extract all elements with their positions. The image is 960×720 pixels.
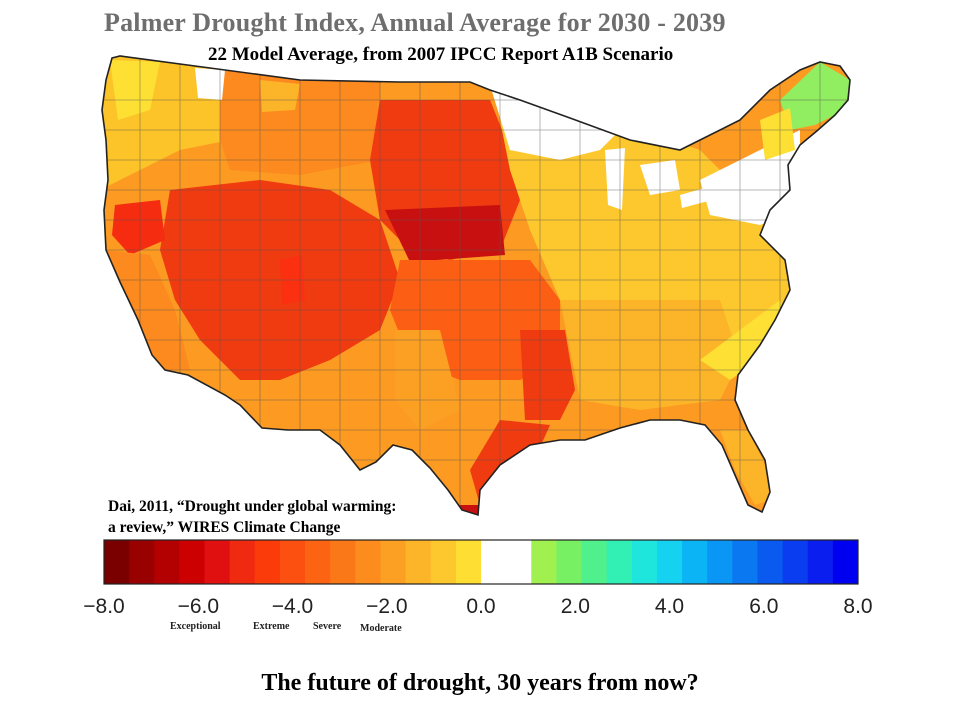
region-montana-west xyxy=(260,80,300,112)
colorbar-cells xyxy=(104,540,859,584)
colorbar-cell xyxy=(556,540,582,584)
colorbar-cell xyxy=(405,540,432,584)
citation: Dai, 2011, “Drought under global warming… xyxy=(108,496,396,538)
category-exceptional: Exceptional xyxy=(170,621,221,632)
region-maine xyxy=(780,62,850,130)
colorbar-cell xyxy=(606,540,633,584)
lake-erie xyxy=(680,185,715,208)
colorbar-cell xyxy=(757,540,783,584)
us-drought-map xyxy=(101,55,851,517)
colorbar-tick-label: 2.0 xyxy=(561,595,590,618)
category-moderate: Moderate xyxy=(360,623,402,634)
colorbar-tick-label: 0.0 xyxy=(466,595,495,618)
colorbar-cell xyxy=(707,540,733,584)
colorbar-cell xyxy=(279,540,306,584)
colorbar-cell xyxy=(254,540,281,584)
colorbar-cell xyxy=(305,540,331,584)
slide-caption: The future of drought, 30 years from now… xyxy=(261,670,699,696)
colorbar-tick-label: −8.0 xyxy=(83,595,124,618)
map-title: Palmer Drought Index, Annual Average for… xyxy=(104,8,726,37)
colorbar-tick-label: 4.0 xyxy=(655,595,684,618)
colorbar-cell xyxy=(732,540,758,584)
colorbar-cell xyxy=(204,540,231,584)
colorbar-tick-label: 6.0 xyxy=(749,595,778,618)
region-idaho-north xyxy=(195,68,225,100)
colorbar-cell xyxy=(380,540,406,584)
colorbar-tick-labels: −8.0 −6.0 −4.0 −2.0 0.0 2.0 4.0 6.0 8.0 xyxy=(83,595,872,618)
colorbar-cell xyxy=(782,540,809,584)
colorbar-cell xyxy=(832,540,859,584)
region-southeast-interior xyxy=(560,300,740,410)
colorbar-tick-label: −6.0 xyxy=(178,595,219,618)
colorbar-cell xyxy=(656,540,683,584)
colorbar-cell xyxy=(229,540,256,584)
citation-line-1: Dai, 2011, “Drought under global warming… xyxy=(108,498,397,515)
colorbar-tick-label: −4.0 xyxy=(272,595,313,618)
citation-line-2: a review,” WIRES Climate Change xyxy=(108,519,341,536)
category-extreme: Extreme xyxy=(253,621,290,632)
colorbar-legend: −8.0 −6.0 −4.0 −2.0 0.0 2.0 4.0 6.0 8.0 Exceptio… xyxy=(83,539,873,634)
map-subtitle: 22 Model Average, from 2007 IPCC Report … xyxy=(208,44,674,65)
colorbar-cell xyxy=(179,540,205,584)
division-boundaries xyxy=(102,56,850,515)
colorbar-cell xyxy=(807,540,834,584)
colorbar-tick-label: 8.0 xyxy=(843,595,872,618)
region-washington-coast xyxy=(110,60,160,120)
category-severe: Severe xyxy=(313,621,342,632)
colorbar-cell xyxy=(631,540,658,584)
colorbar-cell xyxy=(481,540,507,584)
colorbar-tick-label: −2.0 xyxy=(366,595,407,618)
colorbar-cell xyxy=(682,540,708,584)
colorbar-cell xyxy=(355,540,381,584)
region-florida xyxy=(720,430,770,505)
colorbar-frame xyxy=(103,539,859,585)
us-outline xyxy=(101,55,851,517)
region-new-england xyxy=(760,108,795,160)
colorbar-cell xyxy=(506,540,532,584)
colorbar-cell xyxy=(104,540,130,584)
colorbar-cell xyxy=(430,540,457,584)
colorbar-cell xyxy=(581,540,608,584)
colorbar-cell xyxy=(129,540,155,584)
region-lower-mississippi xyxy=(520,330,575,420)
region-northern-california xyxy=(112,200,165,255)
colorbar-cell xyxy=(455,540,482,584)
colorbar-cell xyxy=(154,540,180,584)
region-west-texas xyxy=(395,330,460,430)
region-nebraska xyxy=(385,205,505,262)
colorbar-cell xyxy=(531,540,557,584)
colorbar-cell xyxy=(330,540,356,584)
